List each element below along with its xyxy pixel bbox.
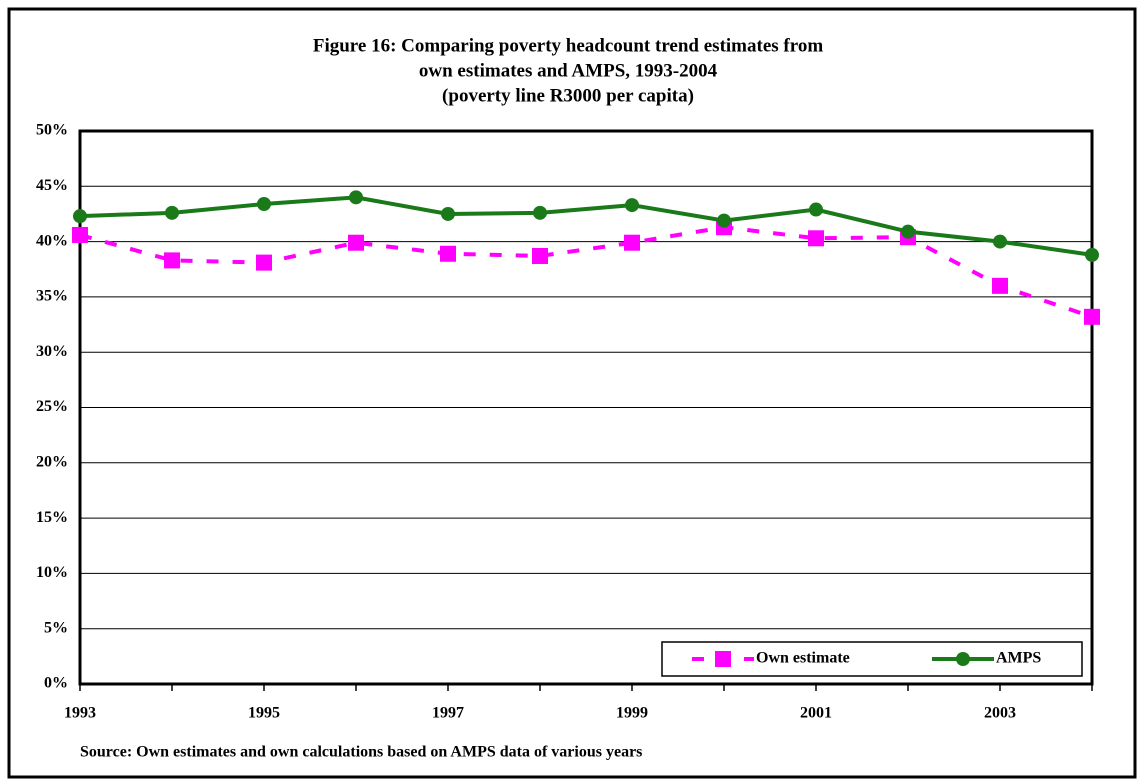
point — [625, 198, 639, 213]
point — [1085, 247, 1099, 262]
legend-marker — [715, 651, 731, 667]
point — [809, 202, 823, 217]
x-tick-label: 2001 — [800, 705, 832, 722]
point — [1084, 308, 1100, 325]
y-tick-label: 15% — [36, 509, 68, 526]
y-tick-label: 40% — [36, 232, 68, 249]
point — [624, 234, 640, 251]
x-tick-label: 1997 — [432, 705, 464, 722]
y-tick-label: 20% — [36, 453, 68, 470]
y-tick-label: 0% — [44, 675, 68, 692]
point — [441, 206, 455, 221]
x-tick-label: 1999 — [616, 705, 648, 722]
point — [993, 234, 1007, 249]
series-line — [79, 195, 1093, 257]
point — [256, 254, 272, 271]
point — [808, 230, 824, 247]
legend-marker — [956, 652, 970, 666]
chart-subtitle: own estimates and AMPS, 1993-2004 — [419, 60, 718, 81]
legend-label: Own estimate — [756, 650, 850, 667]
y-tick-label: 50% — [36, 122, 68, 139]
point — [349, 190, 363, 205]
y-tick-label: 25% — [36, 398, 68, 415]
y-tick-label: 10% — [36, 564, 68, 581]
x-tick-label: 2003 — [984, 705, 1016, 722]
chart-subtitle: (poverty line R3000 per capita) — [442, 85, 694, 106]
point — [164, 252, 180, 269]
chart-title: Figure 16: Comparing poverty headcount t… — [313, 35, 823, 56]
legend-label: AMPS — [996, 650, 1041, 667]
point — [992, 277, 1008, 294]
point — [348, 234, 364, 251]
point — [901, 224, 915, 239]
source-note: Source: Own estimates and own calculatio… — [80, 744, 642, 761]
point — [717, 213, 731, 228]
y-tick-label: 45% — [36, 177, 68, 194]
plot-frame — [78, 129, 1094, 686]
point — [440, 245, 456, 262]
point — [73, 209, 87, 224]
point — [72, 226, 88, 243]
y-tick-label: 30% — [36, 343, 68, 360]
point — [533, 205, 547, 220]
point — [532, 247, 548, 264]
x-tick-label: 1993 — [64, 705, 96, 722]
x-tick-label: 1995 — [248, 705, 280, 722]
point — [165, 205, 179, 220]
y-tick-label: 5% — [44, 619, 68, 636]
legend-box — [661, 641, 1083, 677]
point — [257, 196, 271, 211]
y-tick-label: 35% — [36, 288, 68, 305]
